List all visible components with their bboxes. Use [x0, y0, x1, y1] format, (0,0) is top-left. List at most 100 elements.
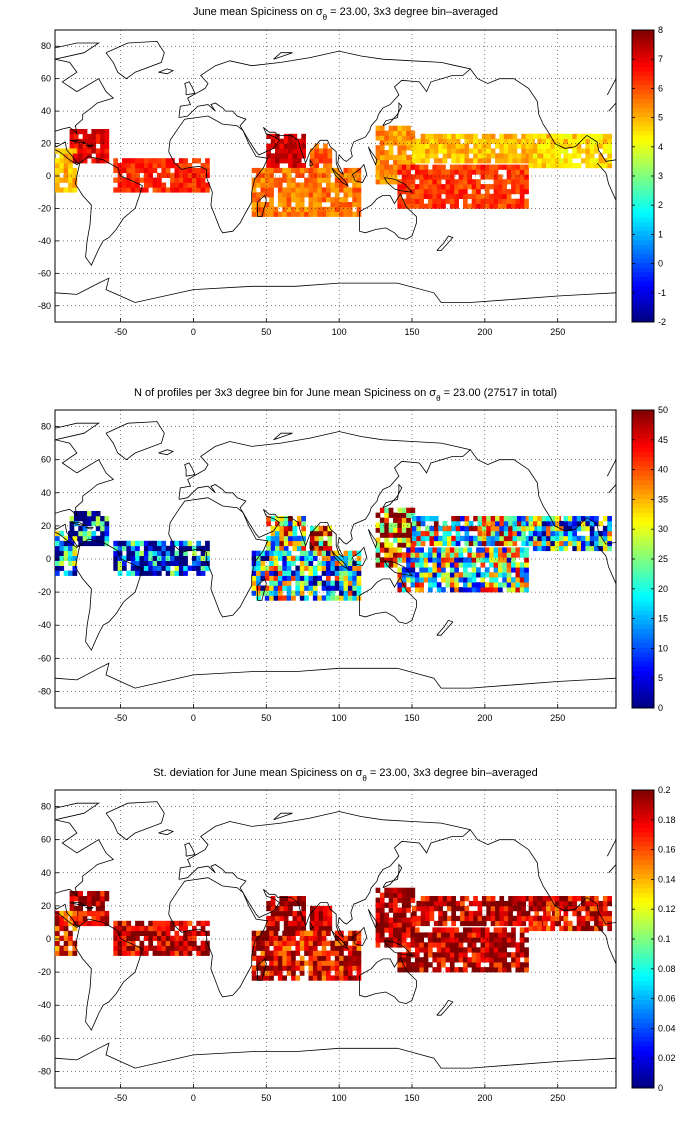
data-bin: [484, 567, 490, 573]
data-bin: [343, 177, 349, 183]
coastline: [359, 576, 417, 625]
data-bin: [503, 535, 509, 542]
data-bin: [104, 535, 110, 542]
data-bin: [174, 555, 180, 561]
data-bin: [135, 925, 140, 932]
data-bin: [484, 184, 490, 190]
data-bin: [308, 945, 314, 951]
data-bin: [256, 975, 261, 981]
data-bin: [95, 138, 101, 144]
data-bin: [117, 920, 123, 927]
data-bin: [143, 935, 149, 941]
data-bin: [438, 143, 443, 149]
data-bin: [499, 133, 505, 139]
data-bin: [100, 516, 105, 522]
data-bin: [288, 896, 293, 902]
data-bin: [468, 535, 474, 542]
colorbar-segment: [632, 226, 654, 232]
data-bin: [152, 540, 158, 547]
data-bin: [489, 947, 494, 953]
data-bin: [95, 158, 101, 164]
data-bin: [493, 967, 499, 973]
data-bin: [347, 172, 353, 178]
data-bin: [559, 158, 564, 164]
data-bin: [55, 550, 60, 556]
data-bin: [499, 516, 505, 522]
data-bin: [515, 198, 521, 204]
data-bin: [436, 184, 442, 190]
data-bin: [445, 927, 451, 933]
data-bin: [481, 516, 487, 522]
data-bin: [304, 187, 309, 193]
data-bin: [113, 550, 118, 556]
data-bin: [326, 585, 331, 591]
data-bin: [326, 172, 331, 178]
data-bin: [55, 158, 60, 164]
data-bin: [256, 930, 261, 936]
data-bin: [541, 138, 547, 144]
data-bin: [458, 193, 464, 199]
data-bin: [594, 915, 599, 922]
data-bin: [192, 545, 197, 552]
data-bin: [441, 952, 446, 958]
data-bin: [436, 169, 442, 175]
data-bin: [524, 577, 529, 583]
data-bin: [130, 935, 136, 941]
colorbar-tick-label: 0.04: [658, 1023, 676, 1033]
colorbar-segment: [632, 75, 654, 81]
data-bin: [135, 920, 140, 927]
data-bin: [519, 582, 525, 588]
data-bin: [572, 925, 577, 932]
data-bin: [486, 910, 491, 917]
data-bin: [310, 525, 315, 532]
data-bin: [68, 940, 73, 946]
colorbar-segment: [632, 1074, 654, 1080]
data-bin: [187, 545, 193, 552]
data-bin: [323, 163, 328, 169]
data-bin: [277, 935, 283, 941]
coastlines: [55, 421, 616, 689]
data-bin: [334, 935, 340, 941]
data-bin: [174, 182, 180, 188]
data-bin: [122, 950, 127, 956]
y-tick-label: 60: [41, 455, 51, 465]
data-bin: [178, 560, 184, 566]
colorbar-tick-label: -2: [658, 317, 666, 327]
data-bin: [282, 197, 287, 203]
data-bin: [55, 535, 60, 542]
data-bin: [406, 174, 411, 180]
data-bin: [310, 158, 315, 164]
data-bin: [279, 158, 285, 164]
data-bin: [468, 525, 474, 532]
data-bin: [104, 520, 110, 527]
data-bin: [334, 211, 340, 217]
data-bin: [266, 516, 271, 522]
data-bin: [486, 133, 491, 139]
data-bin: [104, 915, 110, 922]
data-bin: [148, 555, 153, 561]
data-bin: [473, 138, 478, 144]
data-bin: [308, 182, 314, 188]
data-bin: [292, 540, 298, 547]
data-bin: [524, 547, 529, 553]
data-bin: [602, 133, 608, 139]
data-bin: [139, 187, 145, 193]
coastline: [606, 459, 616, 477]
colorbar-segment: [632, 428, 654, 434]
data-bin: [273, 935, 279, 941]
coastline: [168, 115, 269, 234]
data-bin: [420, 915, 426, 922]
data-bin: [454, 952, 459, 958]
data-bin: [406, 537, 411, 543]
data-bin: [393, 922, 398, 928]
data-bin: [326, 211, 331, 217]
data-bin: [161, 565, 167, 571]
data-bin: [310, 530, 315, 537]
data-bin: [572, 530, 577, 537]
data-bin: [330, 197, 336, 203]
data-bin: [397, 552, 403, 558]
data-bin: [251, 565, 257, 571]
data-bin: [256, 202, 261, 208]
data-bin: [330, 202, 336, 208]
data-bin: [286, 550, 292, 556]
